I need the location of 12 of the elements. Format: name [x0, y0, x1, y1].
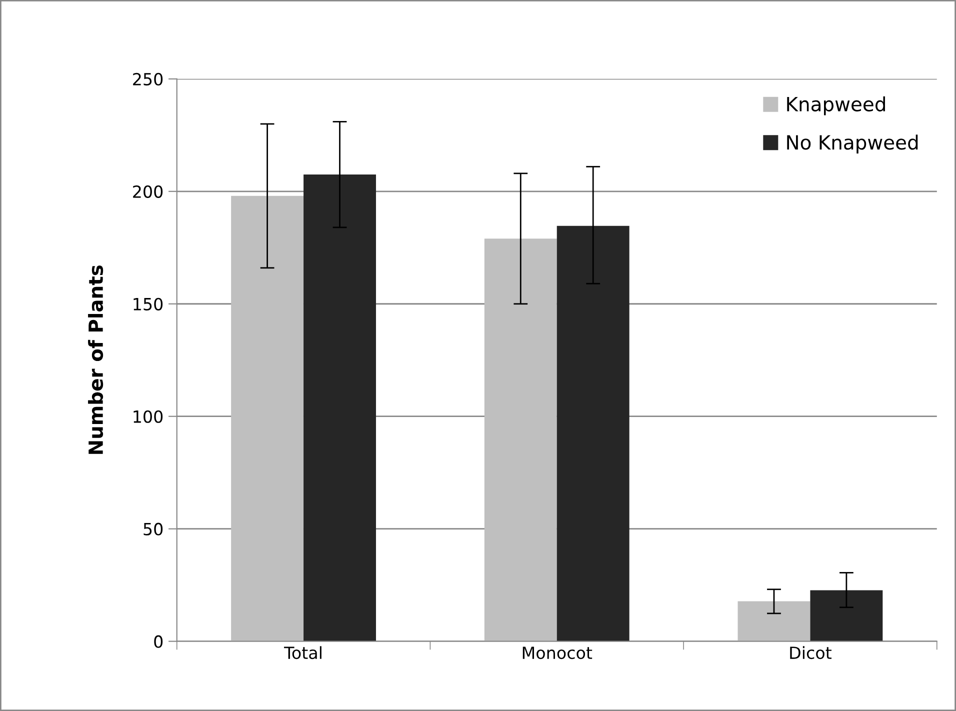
- y-axis-title: Number of Plants: [88, 265, 104, 454]
- legend-label: No Knapweed: [787, 134, 918, 154]
- y-tick-label: 0: [154, 635, 163, 648]
- x-tick-label: Monocot: [522, 646, 592, 660]
- x-tick-label: Dicot: [790, 646, 832, 660]
- y-tick-label: 50: [144, 522, 163, 536]
- x-tick-label: Total: [284, 646, 322, 660]
- y-tick-label: 250: [133, 72, 163, 86]
- y-tick-label: 150: [134, 298, 163, 310]
- y-tick-label: 100: [134, 410, 163, 423]
- legend-label: Knapweed: [787, 96, 885, 116]
- y-tick-label: 200: [133, 185, 163, 198]
